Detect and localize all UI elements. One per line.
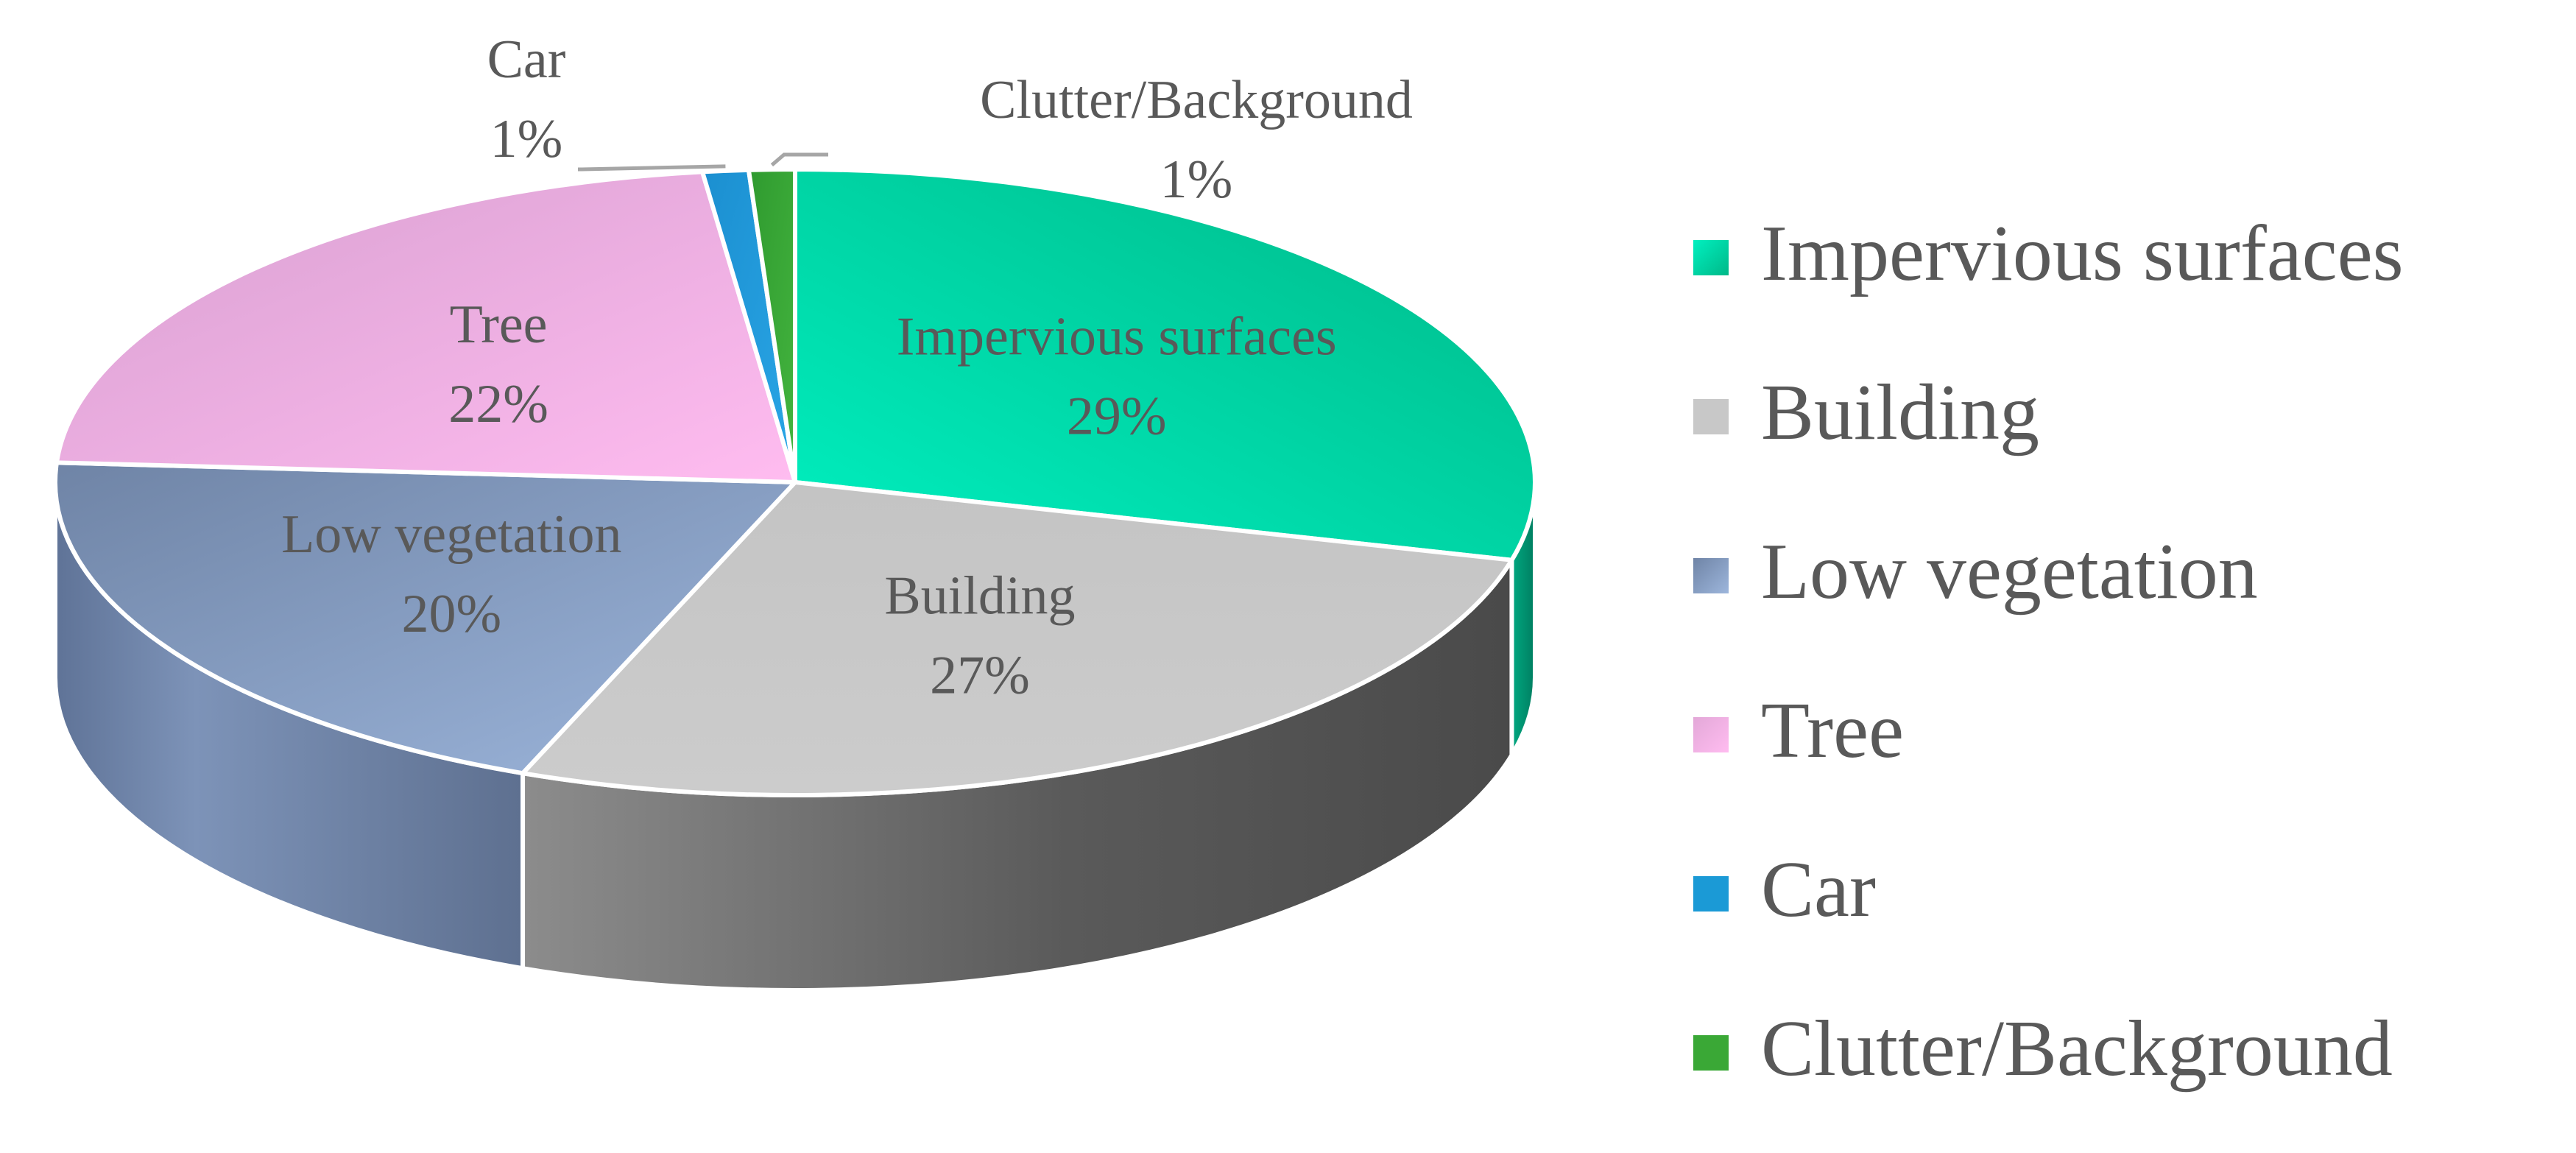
data-label-percent: 29% <box>1067 387 1167 447</box>
data-label-category: Car <box>487 29 566 90</box>
data-label-category: Impervious surfaces <box>897 307 1337 367</box>
legend-swatch-building <box>1693 399 1729 434</box>
data-label-percent: 1% <box>490 109 563 169</box>
legend-swatch-impervious-surfaces <box>1693 240 1729 275</box>
legend-item-clutter-background: Clutter/Background <box>1693 994 2562 1153</box>
legend-swatch-car <box>1693 876 1729 912</box>
leader-line-clutter-background <box>770 152 828 167</box>
legend-label: Clutter/Background <box>1761 1005 2393 1093</box>
legend-label: Impervious surfaces <box>1761 210 2404 297</box>
data-labels: Impervious surfaces 29% Building 27% Low veg… <box>281 29 1413 705</box>
leader-lines <box>578 152 828 172</box>
slice-impervious-surfaces <box>793 167 1537 563</box>
data-label-category: Tree <box>450 295 548 355</box>
data-label-category: Clutter/Background <box>980 70 1413 130</box>
data-label-percent: 1% <box>1160 149 1233 210</box>
legend-item-building: Building <box>1693 358 2562 517</box>
data-label-building: Building 27% <box>884 565 1075 705</box>
data-label-percent: 27% <box>930 645 1030 705</box>
legend-swatch-clutter-background <box>1693 1035 1729 1071</box>
data-label-tree: Tree 22% <box>448 295 548 434</box>
leader-line-car <box>578 164 726 172</box>
legend-item-tree: Tree <box>1693 676 2562 835</box>
slice-tree <box>54 169 797 484</box>
data-label-percent: 20% <box>401 584 501 644</box>
pie-tops <box>53 167 1537 797</box>
slice-building <box>521 480 1514 797</box>
legend-swatch-low-vegetation <box>1693 558 1729 593</box>
legend-label: Building <box>1761 369 2040 456</box>
slice-clutter-background <box>746 167 797 484</box>
legend-label: Car <box>1761 846 1876 934</box>
data-label-category: Low vegetation <box>281 504 621 565</box>
legend-label: Tree <box>1761 687 1905 775</box>
legend-item-impervious-surfaces: Impervious surfaces <box>1693 199 2562 358</box>
legend-swatch-tree <box>1693 717 1729 752</box>
legend-item-car: Car <box>1693 835 2562 994</box>
pie-chart: Impervious surfaces 29% Building 27% Low veg… <box>53 29 1537 990</box>
slice-low-vegetation <box>53 460 797 776</box>
data-label-percent: 22% <box>448 374 548 434</box>
legend: Impervious surfaces Building Low vegetat… <box>1693 199 2562 1153</box>
data-label-car: Car 1% <box>487 29 566 169</box>
legend-item-low-vegetation: Low vegetation <box>1693 517 2562 676</box>
data-label-impervious-surfaces: Impervious surfaces 29% <box>897 307 1337 447</box>
legend-label: Low vegetation <box>1761 528 2258 616</box>
data-label-category: Building <box>884 565 1075 626</box>
data-label-low-vegetation: Low vegetation 20% <box>281 504 621 644</box>
data-label-clutter-background: Clutter/Background 1% <box>980 70 1413 210</box>
